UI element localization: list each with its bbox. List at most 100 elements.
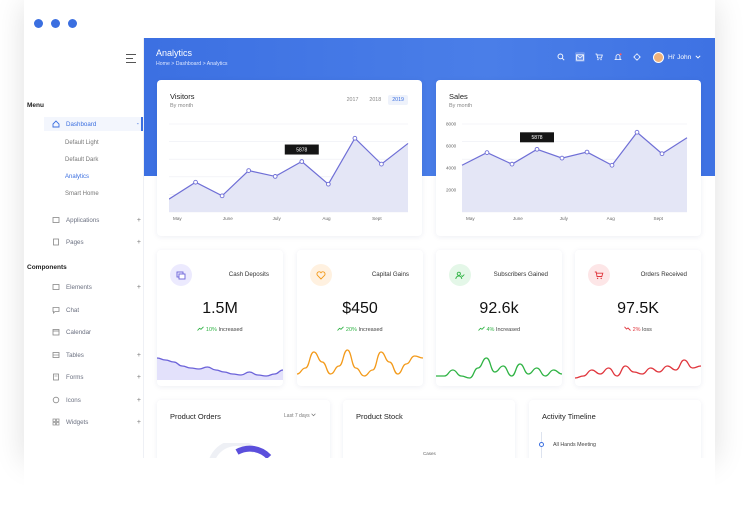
sales-subtitle: By month <box>449 103 473 109</box>
stat-change-label: loss <box>640 327 652 333</box>
plus-icon: + <box>136 238 141 246</box>
elements-icon <box>51 283 60 291</box>
stat-value: 1.5M <box>202 300 238 317</box>
breadcrumb[interactable]: Home > Dashboard > Analytics <box>156 61 228 67</box>
x-tick-label: June <box>223 216 233 221</box>
sidebar-subitem-analytics[interactable]: Analytics <box>65 174 90 180</box>
forms-icon <box>51 373 60 381</box>
window-dot[interactable] <box>51 19 60 28</box>
cash-deposits-icon <box>170 264 192 286</box>
sidebar-item-label: Dashboard <box>66 120 97 128</box>
sales-title: Sales <box>449 92 468 101</box>
stat-pct: 4% <box>486 327 495 333</box>
y-tick-label: 6000 <box>446 144 457 149</box>
x-tick-label: Aug <box>322 216 331 221</box>
data-point[interactable] <box>272 174 278 179</box>
sidebar-item-elements[interactable]: Elements + <box>51 280 143 294</box>
orders-period-select[interactable]: Last 7 days <box>284 413 316 419</box>
sales-chart: 2000 4000 6000 8000 5878 May June July Aug Sept <box>446 122 688 221</box>
sidebar-item-applications[interactable]: Applications + <box>51 213 143 227</box>
sidebar-item-icons[interactable]: Icons + <box>51 393 143 407</box>
plus-icon: + <box>136 418 141 426</box>
data-point[interactable] <box>352 135 358 141</box>
data-point[interactable] <box>659 151 665 157</box>
data-point[interactable] <box>584 149 590 155</box>
year-option[interactable]: 2018 <box>369 97 382 103</box>
x-tick-label: Sept <box>654 216 664 221</box>
page-title: Analytics <box>156 48 193 58</box>
window-controls <box>34 19 77 28</box>
sidebar-item-label: Pages <box>66 238 84 246</box>
sidebar-subitem-default-dark[interactable]: Default Dark <box>65 157 99 163</box>
sidebar-item-tables[interactable]: Tables + <box>51 348 143 362</box>
year-option[interactable]: 2017 <box>346 97 359 103</box>
plus-icon: + <box>136 373 141 381</box>
chevron-icon: - <box>136 120 139 128</box>
capital-gains-card: Capital Gains $450 20% Increased <box>297 250 423 386</box>
window-bottom-edge <box>24 458 715 513</box>
stat-value: $450 <box>342 300 378 317</box>
sidebar-item-widgets[interactable]: Widgets + <box>51 415 143 429</box>
stat-change: 20% Increased <box>297 326 423 333</box>
stat-value: 92.6k <box>479 300 519 317</box>
sales-card: Sales By month 2000 4000 6000 8000 5878 May Ju… <box>436 80 701 236</box>
series-line <box>461 131 688 167</box>
sidebar-item-chat[interactable]: Chat <box>51 303 143 317</box>
data-point[interactable] <box>219 193 225 199</box>
stat-pct: 20% <box>345 327 357 333</box>
data-point[interactable] <box>379 161 384 167</box>
orders-donut-chart <box>208 443 272 463</box>
window-dot[interactable] <box>68 19 77 28</box>
sidebar-subitem-default-light[interactable]: Default Light <box>65 140 99 146</box>
cart-icon[interactable] <box>594 52 604 62</box>
data-point[interactable] <box>634 129 640 135</box>
cash-deposits-card: Cash Deposits 1.5M 10% Increased <box>157 250 283 386</box>
window-dot[interactable] <box>34 19 43 28</box>
data-point[interactable] <box>484 150 490 155</box>
y-tick-label: 2000 <box>446 188 457 193</box>
data-point[interactable] <box>509 161 515 167</box>
data-point[interactable] <box>609 162 615 168</box>
home-icon <box>51 120 60 128</box>
sidebar-item-calendar[interactable]: Calendar <box>51 325 143 339</box>
sidebar-item-forms[interactable]: Forms + <box>51 370 143 384</box>
data-point[interactable] <box>559 155 565 161</box>
data-point[interactable] <box>325 181 331 187</box>
data-point[interactable] <box>246 168 252 173</box>
widgets-icon <box>51 418 60 426</box>
sidebar-item-label: Tables <box>66 351 84 359</box>
x-tick-label: Sept <box>372 216 382 221</box>
timeline-item[interactable]: All Hands Meeting <box>553 442 596 448</box>
bell-icon[interactable] <box>613 52 623 62</box>
chart-tooltip: 5878 <box>284 144 319 155</box>
stat-change: 2% loss <box>575 326 701 333</box>
year-option-selected[interactable]: 2019 <box>388 95 408 105</box>
svg-text:5878: 5878 <box>531 135 542 141</box>
sidebar-item-dashboard[interactable]: Dashboard - <box>44 117 143 131</box>
visitors-title: Visitors <box>170 92 195 101</box>
data-point[interactable] <box>193 179 198 185</box>
sidebar-item-pages[interactable]: Pages + <box>51 235 143 249</box>
crosshair-icon[interactable] <box>632 52 642 62</box>
trend-icon <box>197 326 205 333</box>
sparkline-chart <box>575 359 701 379</box>
stat-label: Orders Received <box>640 271 687 278</box>
menu-toggle-icon[interactable] <box>126 54 136 64</box>
mail-icon[interactable] <box>575 52 585 62</box>
sidebar-item-label: Calendar <box>66 328 92 336</box>
user-menu[interactable]: Hi' John <box>653 52 701 63</box>
data-point[interactable] <box>299 159 305 164</box>
x-tick-label: July <box>273 216 282 221</box>
stat-change: 10% Increased <box>157 326 283 333</box>
visitors-card: Visitors By month 2017 2018 2019 5878 May… <box>157 80 422 236</box>
stock-axis-label: Cases <box>423 451 436 456</box>
search-icon[interactable] <box>556 52 566 62</box>
subscribers-gained-icon <box>449 264 471 286</box>
area-fill <box>462 132 687 212</box>
chat-icon <box>51 306 60 314</box>
sidebar-subitem-smart-home[interactable]: Smart Home <box>65 191 99 197</box>
data-point[interactable] <box>534 146 540 152</box>
sidebar-item-label: Widgets <box>66 418 89 426</box>
applications-icon <box>51 216 60 224</box>
series-line <box>169 137 409 200</box>
